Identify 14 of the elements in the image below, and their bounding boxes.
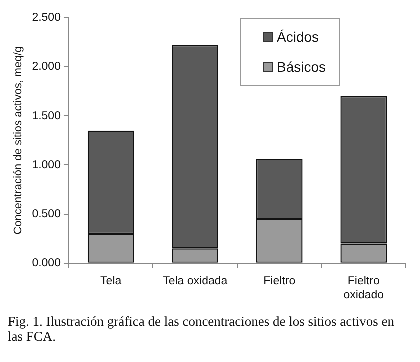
- y-tick-label: 1.500: [32, 110, 61, 122]
- y-tick-label: 0.000: [32, 258, 61, 270]
- x-tick-label: Fieltro: [264, 275, 296, 288]
- x-tick-label: Tela: [100, 275, 122, 288]
- y-axis-title: Concentración de sitios activos, meq/g: [12, 46, 25, 235]
- y-tick-label: 0.500: [32, 208, 61, 220]
- x-tick-label: Tela oxidada: [163, 275, 228, 288]
- y-tick-label: 1.000: [32, 159, 61, 172]
- legend-label: Ácidos: [277, 29, 320, 45]
- legend-label: Básicos: [277, 59, 326, 75]
- caption: Fig. 1. Ilustración gráfica de las concentraciones de los sitios activos en las FCA.: [8, 314, 396, 344]
- x-tick-label: Fieltro oxidado: [344, 275, 384, 302]
- y-tick-label: 2.000: [32, 61, 61, 74]
- y-tick-label: 2.500: [32, 12, 61, 24]
